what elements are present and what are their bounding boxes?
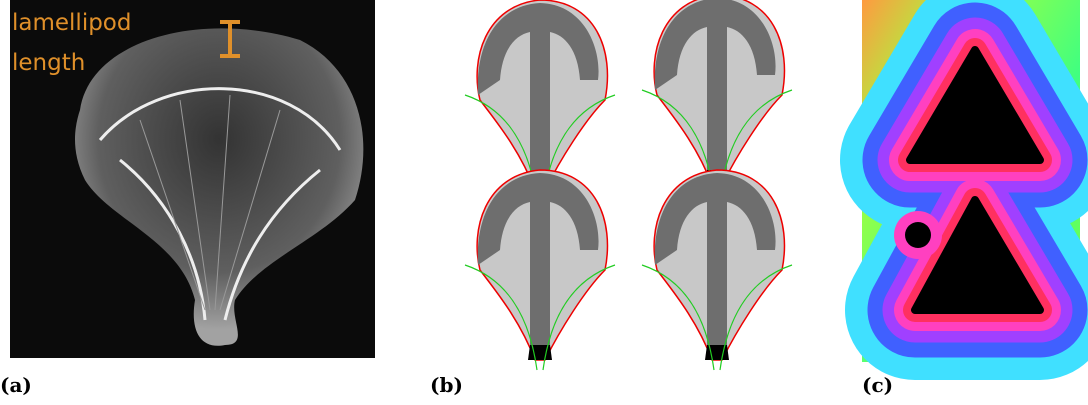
annotation: length [12, 50, 85, 76]
figure: lamellipod length (a) (b) (c) [0, 0, 1088, 405]
panel-label: (c) [862, 373, 893, 397]
panel-label: (b) [430, 373, 463, 397]
annotation: lamellipod [12, 10, 131, 36]
panel-a: lamellipod length [10, 0, 375, 358]
panel-b [465, 0, 792, 370]
panel-c [862, 0, 1080, 362]
panel-label: (a) [0, 373, 32, 397]
